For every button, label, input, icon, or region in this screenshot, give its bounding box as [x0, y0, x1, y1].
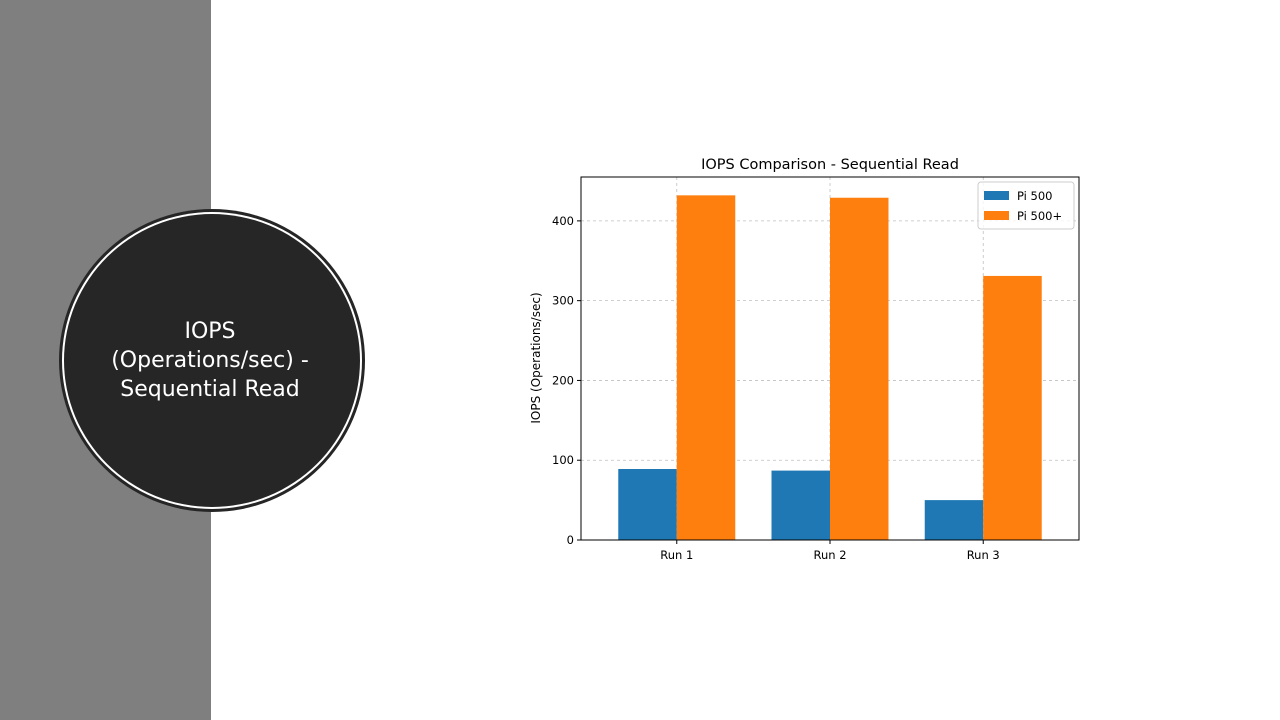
title-circle: IOPS (Operations/sec) - Sequential Read: [64, 214, 360, 507]
x-tick-label: Run 2: [813, 548, 846, 562]
y-tick-label: 300: [552, 294, 574, 308]
bar-pi-500-3: [924, 500, 984, 540]
bar-pi-500-2: [771, 470, 830, 540]
y-tick-label: 100: [552, 453, 574, 467]
bar-chart: IOPS Comparison - Sequential Read IOPS (…: [529, 157, 1080, 562]
y-tick-label: 200: [552, 373, 574, 387]
legend-label: Pi 500: [1017, 189, 1052, 203]
y-axis-label: IOPS (Operations/sec): [529, 292, 543, 423]
legend-label: Pi 500+: [1017, 209, 1062, 223]
y-tick-label: 0: [567, 533, 574, 547]
chart-title: IOPS Comparison - Sequential Read: [701, 157, 959, 173]
legend-swatch: [984, 191, 1009, 200]
legend-swatch: [984, 211, 1009, 220]
bar-pi-500--3: [983, 275, 1042, 540]
bar-pi-500--1: [676, 195, 736, 540]
slide-heading: IOPS (Operations/sec) - Sequential Read: [111, 319, 309, 402]
x-tick-label: Run 3: [967, 548, 1000, 562]
x-tick-label: Run 1: [660, 548, 693, 562]
y-tick-label: 400: [552, 214, 574, 228]
bar-pi-500-1: [618, 468, 677, 540]
bar-pi-500--2: [830, 197, 889, 540]
